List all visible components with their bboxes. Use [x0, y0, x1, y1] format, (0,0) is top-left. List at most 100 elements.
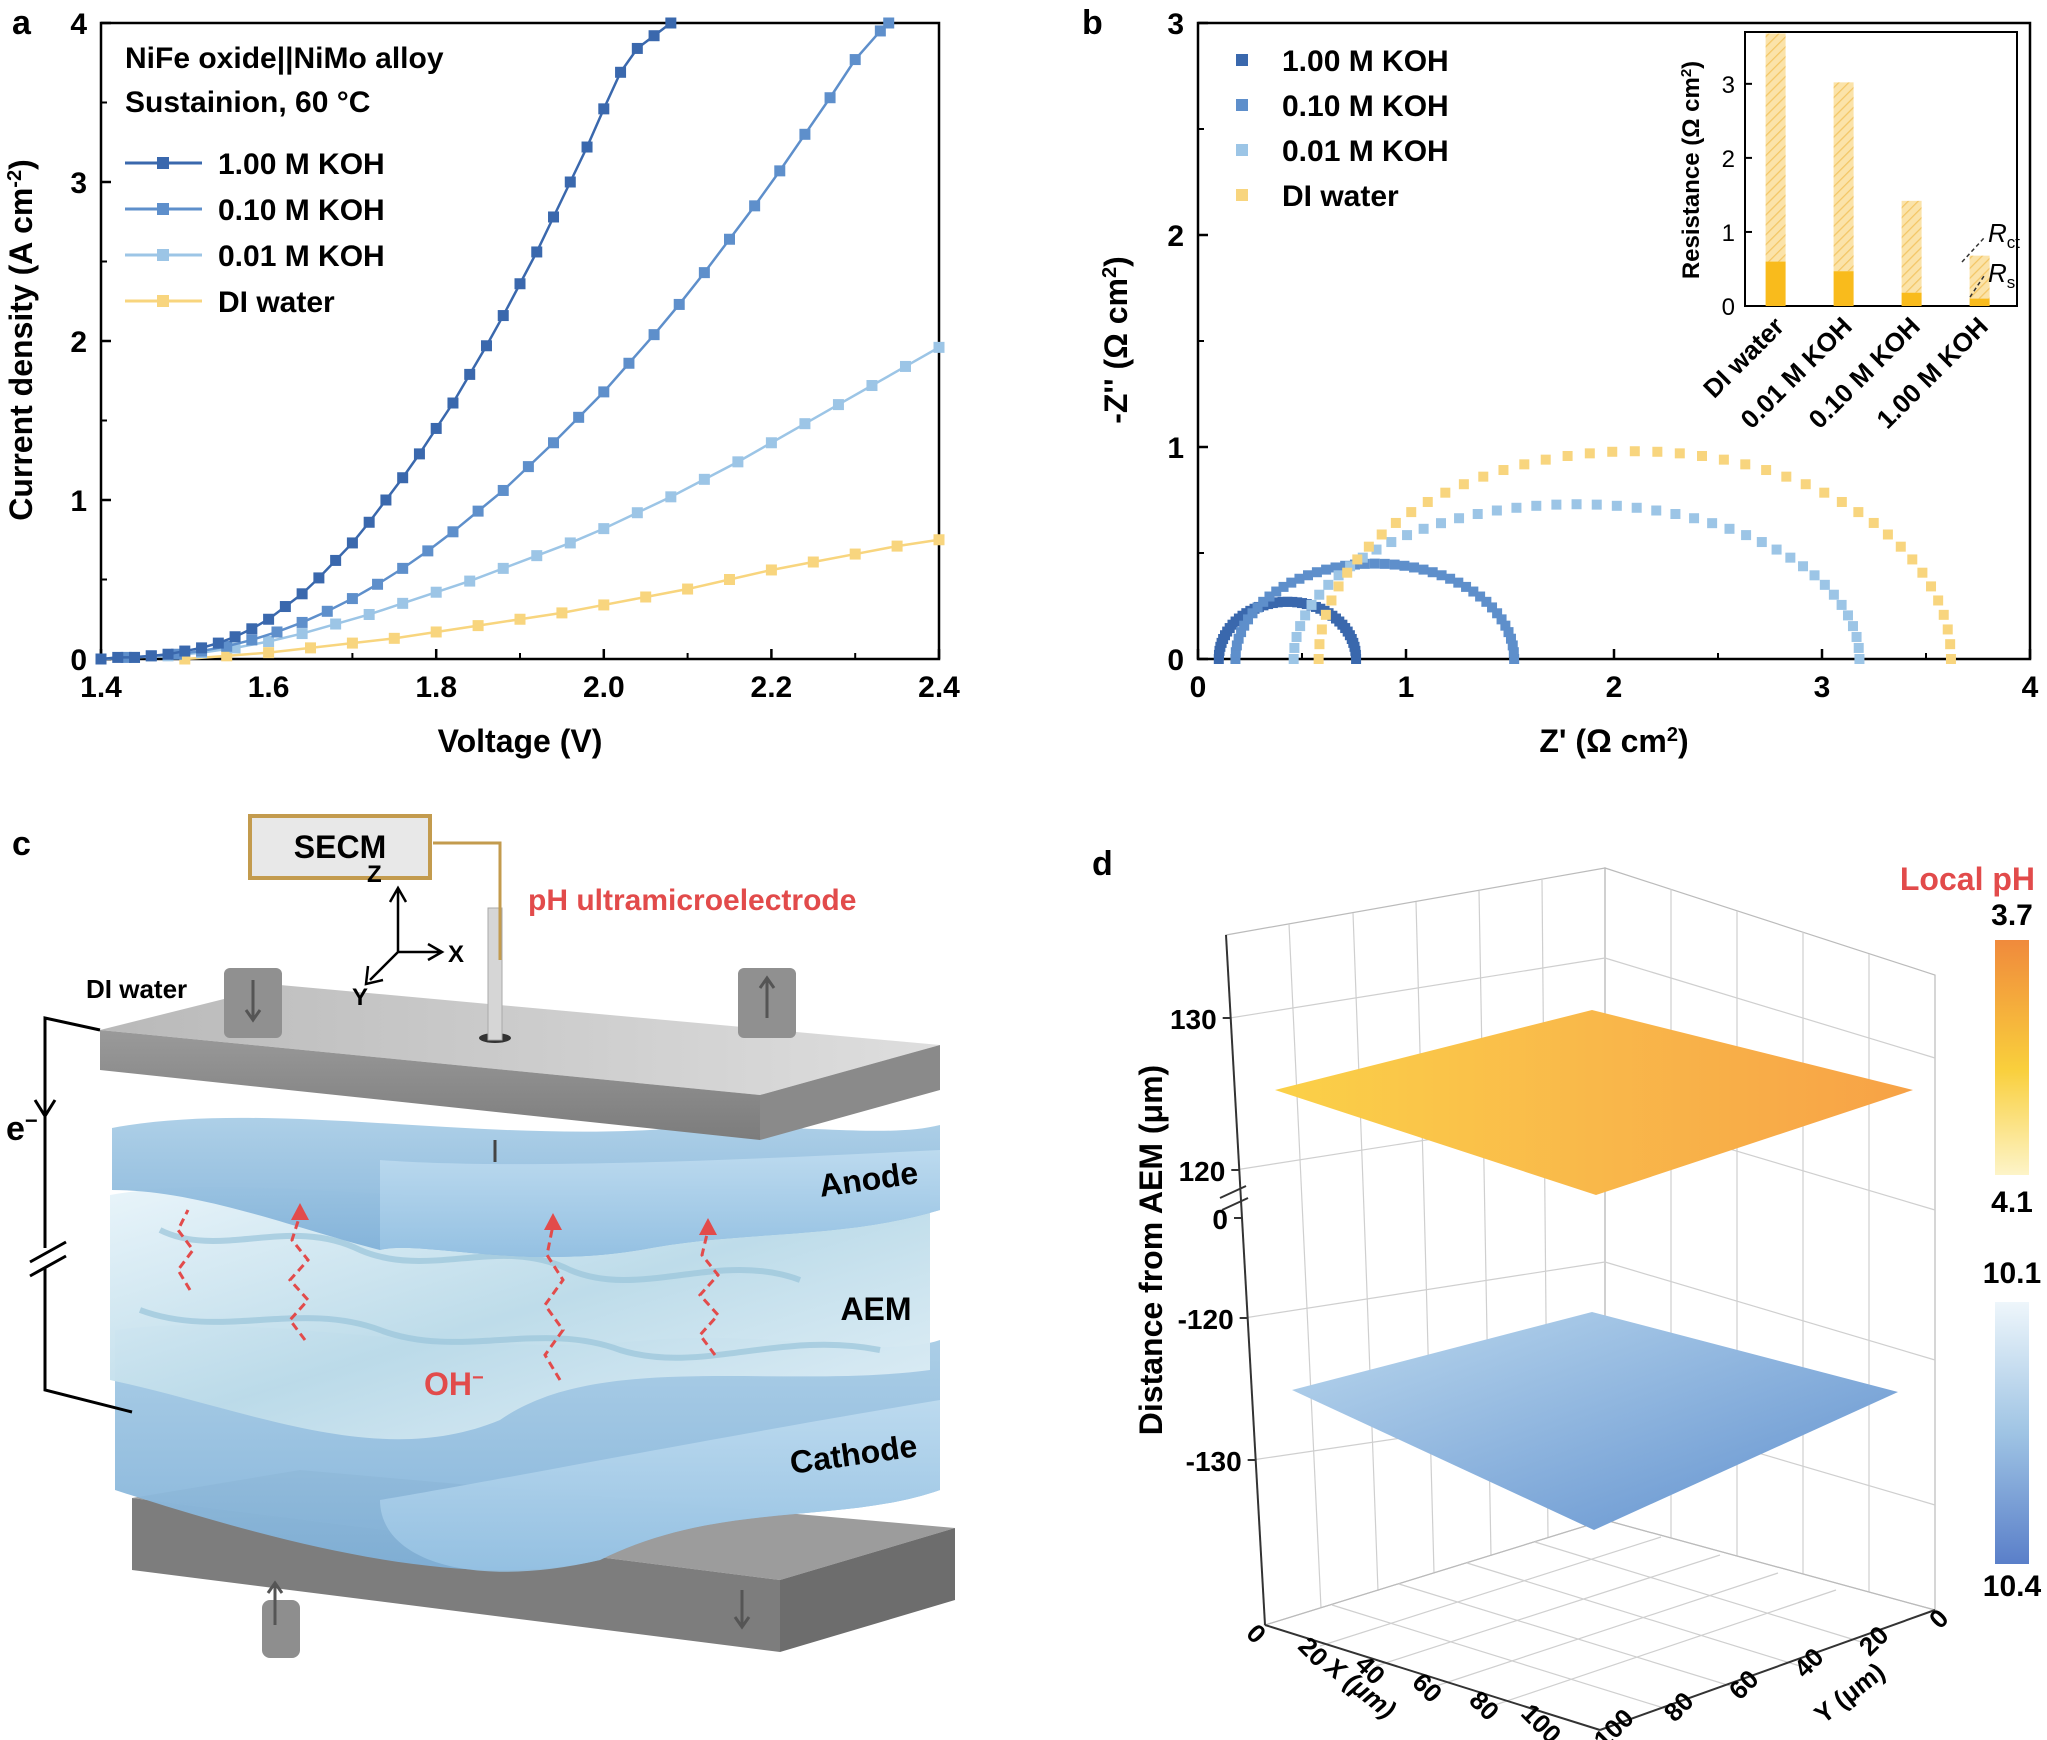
chart-b-point [1369, 558, 1380, 569]
chart-a-annotation-1: NiFe oxide||NiMo alloy [125, 42, 444, 75]
chart-b-legend-marker [1236, 189, 1248, 201]
chart-b-point [1670, 508, 1681, 519]
chart-a-series-line [184, 538, 940, 661]
chart-b-point [1294, 573, 1305, 584]
chart-d-xtick-label: 80 [1464, 1685, 1506, 1727]
colorbar-lower-top: 10.1 [1983, 1257, 2041, 1290]
chart-b-point [1500, 620, 1511, 631]
chart-a: 1.4 1.6 1.8 2.0 2.2 2.4 0 1 2 3 4 NiFe oxide||NiMo… [3, 8, 960, 759]
chart-b-point [1851, 631, 1862, 642]
chart-a-point [321, 605, 333, 617]
chart-b-point [1800, 479, 1811, 490]
chart-a-point [430, 586, 442, 598]
chart-d-x-axis [1264, 1624, 1601, 1731]
chart-a-point [112, 651, 124, 663]
chart-b-point [1551, 499, 1562, 510]
chart-b-point [1868, 517, 1879, 528]
inset-ytick-label: 3 [1722, 72, 1735, 99]
chart-a-point [682, 583, 694, 595]
chart-b-point [1472, 508, 1483, 519]
chart-a-point [899, 360, 911, 372]
chart-a-point [397, 597, 409, 609]
inset-bar-rs [1765, 261, 1786, 306]
arrow-up-bottom-icon [266, 1580, 284, 1625]
chart-b-point [1230, 654, 1241, 664]
chart-b-point [1651, 505, 1662, 516]
chart-a-point [221, 640, 233, 652]
chart-a-legend-label: 0.10 M KOH [218, 194, 385, 227]
chart-a-point [472, 620, 484, 632]
chart-b-point [1247, 608, 1258, 619]
chart-a-point [765, 437, 777, 449]
chart-a-point [179, 645, 191, 657]
chart-a-point [640, 591, 652, 603]
chart-b-point [1511, 502, 1522, 513]
chart-b-point [1487, 602, 1498, 613]
chart-a-legend-label: 0.01 M KOH [218, 240, 385, 273]
chart-a-point [832, 399, 844, 411]
chart-b: 0 1 2 3 4 0 1 2 3 1.00 M KOH 0.10 M KOH 0.01 M KOH… [1098, 8, 2039, 759]
chart-b-point [1333, 570, 1344, 581]
chart-b-point [1509, 654, 1520, 664]
chart-a-point [698, 473, 710, 485]
aem-layer [110, 1185, 930, 1440]
inset-ytick-label: 0 [1722, 294, 1735, 321]
chart-b-ytick-label: 2 [1167, 220, 1184, 253]
chart-b-legend-label: 0.01 M KOH [1282, 135, 1449, 168]
chart-a-point [497, 484, 509, 496]
hydroxide-label: OH− [424, 1366, 484, 1402]
chart-a-point [388, 632, 400, 644]
chart-b-point [1379, 558, 1390, 569]
chart-b-point [1402, 530, 1413, 541]
chart-d-ztick-label: -120 [1178, 1304, 1234, 1335]
chart-a-point [296, 628, 308, 640]
chart-b-point [1652, 446, 1663, 457]
di-water-label: DI water [86, 974, 187, 1004]
chart-b-ytick-label: 3 [1167, 8, 1184, 41]
chart-a-xtick-label: 2.0 [583, 671, 625, 704]
chart-b-xlabel: Z' (Ω cm2) [1539, 723, 1688, 759]
chart-d-xtick-label: 0 [1241, 1618, 1272, 1649]
chart-b-point [1406, 507, 1417, 518]
chart-a-point [531, 246, 543, 258]
chart-a-ytick-label: 0 [70, 644, 87, 677]
chart-b-point [1724, 523, 1735, 534]
chart-a-point [162, 648, 174, 660]
chart-d-zlabel: Distance from AEM (μm) [1133, 1065, 1169, 1435]
chart-d-grid [1225, 867, 1937, 1731]
chart-b-point [1508, 647, 1519, 658]
axis-break-icon [1219, 1185, 1249, 1211]
chart-b-point [1320, 609, 1331, 620]
chart-a-legend-label: DI water [218, 286, 335, 319]
chart-a-point [564, 537, 576, 549]
chart-b-point [1435, 518, 1446, 529]
chart-b-point [1303, 570, 1314, 581]
bottom-inlet-tube [262, 1600, 300, 1658]
chart-b-point [1352, 554, 1363, 565]
inset-bar-rct [1969, 255, 1990, 299]
axis-triad: Z X Y [352, 861, 464, 1011]
inset-bar-rs [1901, 292, 1922, 306]
chart-a-point [648, 30, 660, 42]
chart-b-point [1314, 639, 1325, 650]
chart-b-point [1333, 581, 1344, 592]
chart-b-point [1798, 561, 1809, 572]
chart-a-ytick-label: 4 [70, 8, 87, 41]
chart-b-point [1819, 487, 1830, 498]
chart-b-xtick-label: 2 [1606, 671, 1623, 704]
chart-b-point [1468, 586, 1479, 597]
chart-b-point [1475, 591, 1486, 602]
chart-a-point [564, 176, 576, 188]
chart-a-series-1-00-m-koh [95, 17, 677, 665]
chart-b-legend-marker [1236, 144, 1248, 156]
plane-lower-surface [1292, 1312, 1898, 1530]
hydroxide-arrows [176, 1209, 721, 1381]
chart-d-z-axis [1225, 934, 1266, 1626]
chart-d-ytick-label: 100 [1588, 1703, 1640, 1740]
chart-b-point [1409, 562, 1420, 573]
chart-a-point [263, 613, 275, 625]
chart-a-point [522, 461, 534, 473]
chart-a-point [472, 505, 484, 517]
chart-a-annotation-2: Sustainion, 60 °C [125, 86, 370, 119]
